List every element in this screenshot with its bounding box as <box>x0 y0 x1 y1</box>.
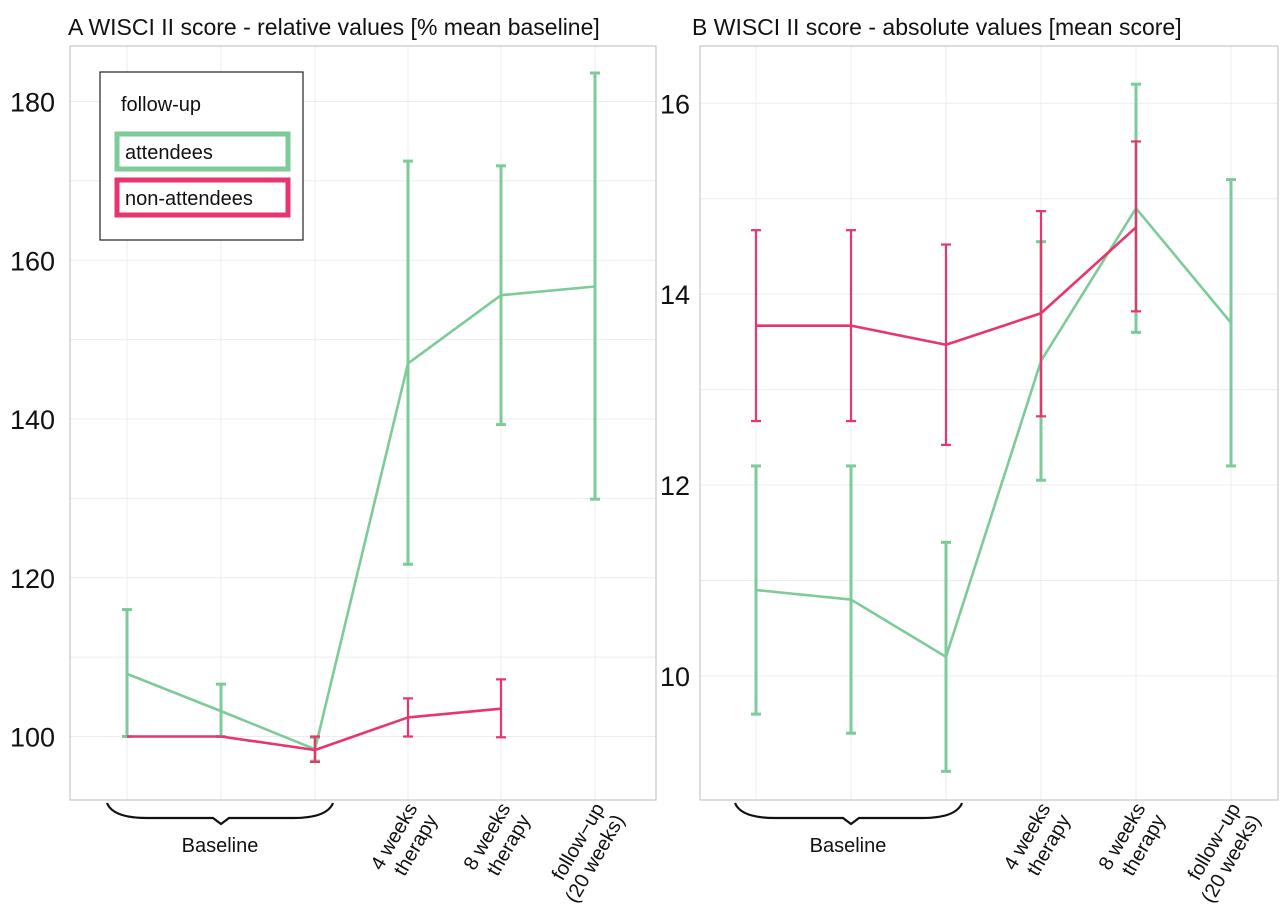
panel-a-series-non-attendees <box>127 678 506 764</box>
panel-b-title: B WISCI II score - absolute values [mean… <box>692 14 1182 40</box>
panel-a-bracket-path <box>105 802 335 826</box>
panel-a-y-tick-label: 120 <box>10 564 55 594</box>
panel-a-y-axis: 100 120 140 160 180 <box>10 88 55 753</box>
legend-key-non-attendees <box>114 177 291 218</box>
panel-a-y-tick-label: 160 <box>10 246 55 276</box>
panel-a-baseline-label: Baseline <box>182 835 259 857</box>
legend-label-attendees: attendees <box>125 142 213 164</box>
series-line-non-attendees <box>127 707 502 752</box>
panel-a-baseline-bracket <box>105 802 335 826</box>
series-line-attendees <box>126 285 596 751</box>
panel-a-y-tick-label: 100 <box>10 723 55 753</box>
panel-b-x-tick-label: 4 weekstherapy <box>1000 800 1076 886</box>
legend-key-attendees <box>114 131 291 172</box>
panel-b-plot-area <box>699 45 1279 801</box>
panel-b-y-axis: 10 12 14 16 <box>660 89 690 692</box>
panel-b-baseline-bracket <box>733 802 964 826</box>
panel-b-series <box>751 82 1236 773</box>
series-line-non-attendees <box>756 226 1137 347</box>
panel-b: B WISCI II score - absolute values [mean… <box>660 14 1279 907</box>
panel-a-x-axis: 4 weekstherapy 8 weekstherapy follow−up(20… <box>367 800 630 907</box>
series-line-attendees <box>755 206 1233 659</box>
panel-b-x-axis: 4 weekstherapy 8 weekstherapy follow−up(20… <box>1000 800 1266 907</box>
legend-title: follow-up <box>121 94 201 116</box>
panel-a-x-tick-label: 4 weekstherapy <box>367 800 443 886</box>
panel-b-baseline-label: Baseline <box>810 835 887 857</box>
panel-a-series <box>122 71 600 764</box>
panel-b-series-attendees <box>751 82 1236 773</box>
panel-b-y-tick-label: 12 <box>660 471 690 501</box>
panel-a-title: A WISCI II score - relative values [% me… <box>68 14 600 40</box>
panel-a-x-tick-label: 8 weekstherapy <box>460 800 536 886</box>
panel-b-x-tick-label: follow−up(20 weeks) <box>1177 800 1265 907</box>
panel-a-y-tick-label: 180 <box>10 88 55 118</box>
panel-b-y-tick-label: 16 <box>660 89 690 119</box>
panel-b-bracket-path <box>733 802 964 826</box>
panel-b-y-tick-label: 14 <box>660 280 690 310</box>
panel-b-x-tick-label: 8 weekstherapy <box>1095 800 1171 886</box>
panel-b-y-tick-label: 10 <box>660 662 690 692</box>
legend: follow-up attendees non-attendees <box>99 71 304 241</box>
panel-a-plot-area <box>69 45 657 801</box>
legend-label-non-attendees: non-attendees <box>125 188 253 210</box>
panel-a-x-tick-label: follow−up(20 weeks) <box>541 800 629 907</box>
panel-b-series-non-attendees <box>751 140 1141 447</box>
panel-b-grid <box>700 46 1278 800</box>
panel-a-y-tick-label: 140 <box>10 405 55 435</box>
